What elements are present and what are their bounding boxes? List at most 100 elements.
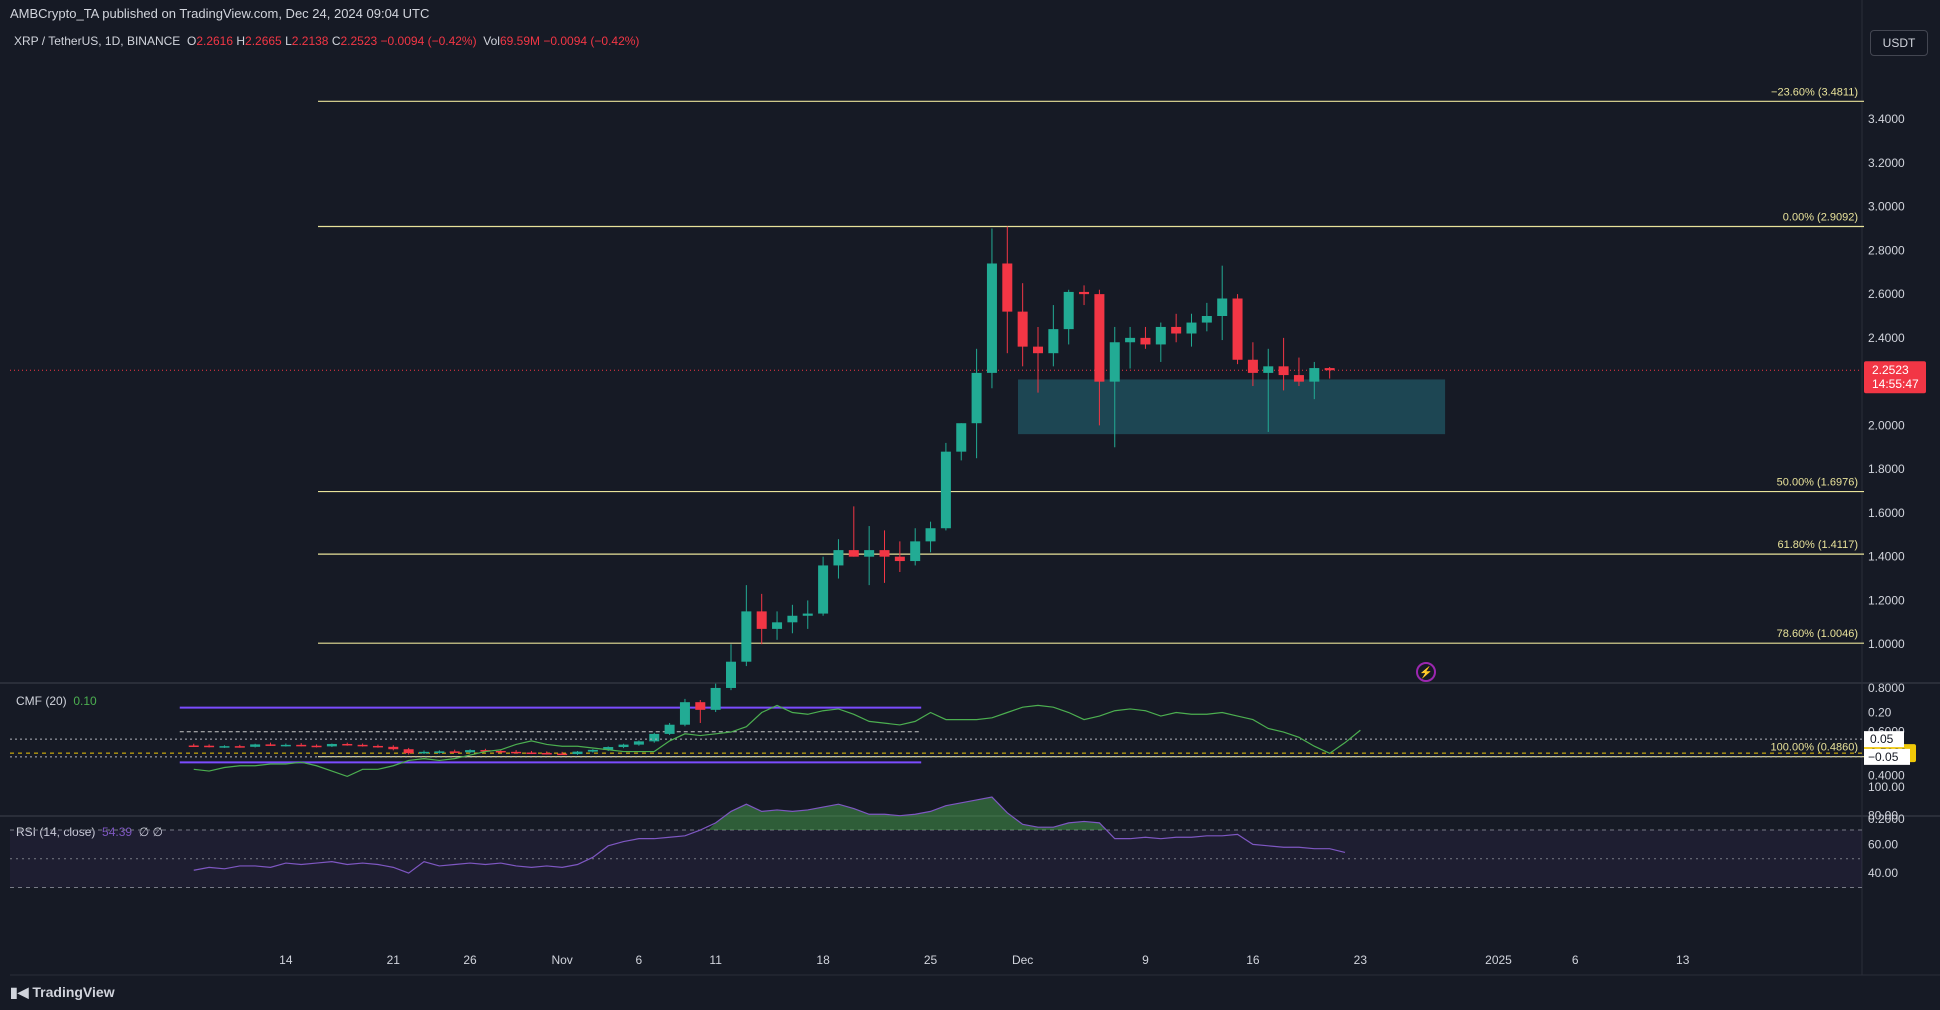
- candle-body: [772, 622, 783, 629]
- time-tick-label: 6: [636, 953, 643, 967]
- chart-panes: [0, 0, 1940, 976]
- cmf-value: 0.10: [73, 694, 97, 708]
- candle-body: [1094, 294, 1105, 382]
- candle-body: [1063, 291, 1074, 330]
- candle-body: [1155, 326, 1166, 345]
- indicators: [10, 704, 1862, 888]
- low-value: 2.2138: [291, 34, 329, 48]
- candle-body: [649, 733, 660, 742]
- price-tick-label: 3.0000: [1868, 200, 1905, 214]
- rsi-tick-label: 60.00: [1868, 837, 1898, 851]
- candle-body: [1324, 368, 1335, 371]
- volume-change: −0.0094 (−0.42%): [543, 34, 640, 48]
- high-label: H: [236, 34, 246, 48]
- candle-body: [204, 745, 215, 748]
- rsi-name: RSI (14, close): [16, 825, 96, 839]
- fib-level-label: −23.60% (3.4811): [1771, 86, 1858, 98]
- candle-body: [1186, 322, 1197, 334]
- fib-level-label: 100.00% (0.4860): [1771, 742, 1858, 754]
- candle-body: [1232, 298, 1243, 360]
- high-value: 2.2665: [245, 34, 282, 48]
- price-tick-label: 1.8000: [1868, 462, 1905, 476]
- fib-level-label: 50.00% (1.6976): [1777, 477, 1858, 489]
- price-tick-label: 3.2000: [1868, 156, 1905, 170]
- candle-body: [956, 423, 967, 452]
- candle-body: [910, 541, 921, 562]
- rsi-line: [193, 796, 1346, 874]
- lightning-icon: [1416, 662, 1436, 682]
- volume-label: Vol: [483, 34, 500, 48]
- candles: [188, 226, 1335, 756]
- fib-level-label: 61.80% (1.4117): [1777, 539, 1858, 551]
- axes: 3.40003.20003.00002.80002.60002.40002.20…: [279, 112, 1926, 967]
- candle-body: [572, 751, 583, 755]
- candle-body: [219, 746, 230, 748]
- candle-body: [587, 749, 598, 752]
- rsi-legend[interactable]: RSI (14, close) 54.39 ∅ ∅: [16, 825, 163, 839]
- symbol-name[interactable]: XRP / TetherUS, 1D, BINANCE: [14, 34, 181, 48]
- lightning-icon: ⚡: [1419, 666, 1433, 679]
- candle-body: [1201, 316, 1212, 323]
- candle-body: [1017, 311, 1028, 347]
- candle-body: [1079, 291, 1090, 295]
- price-tick-label: 1.4000: [1868, 550, 1905, 564]
- rsi-extra: ∅ ∅: [138, 825, 163, 839]
- candle-body: [894, 556, 905, 562]
- candle-body: [1293, 375, 1304, 382]
- candle-body: [695, 702, 706, 710]
- candle-body: [1033, 346, 1043, 354]
- candle-body: [603, 747, 614, 750]
- candle-body: [1171, 326, 1182, 334]
- current-price-label: 2.2523: [1872, 363, 1909, 377]
- candle-body: [1002, 263, 1013, 312]
- tradingview-logo: ▮◀ TradingView: [10, 984, 115, 1001]
- cmf-legend[interactable]: CMF (20) 0.10: [16, 694, 97, 708]
- currency-button[interactable]: USDT: [1870, 30, 1928, 56]
- candle-body: [848, 550, 859, 557]
- candle-body: [342, 743, 353, 746]
- cmf-level-tag: [1864, 748, 1910, 765]
- candle-body: [372, 745, 383, 748]
- price-change: −0.0094 (−0.42%): [380, 34, 477, 48]
- price-tick-label: 0.2000: [1868, 812, 1905, 826]
- candle-body: [495, 750, 506, 753]
- candle-body: [1309, 368, 1320, 382]
- time-tick-label: 11: [709, 953, 722, 967]
- candle-body: [419, 751, 429, 754]
- candle-body: [1263, 366, 1274, 373]
- candle-body: [526, 752, 537, 755]
- time-tick-label: 2025: [1485, 953, 1512, 967]
- time-tick-label: 21: [387, 953, 401, 967]
- candle-body: [311, 745, 322, 748]
- candle-body: [879, 550, 890, 557]
- candle-body: [1048, 329, 1059, 354]
- open-label: O: [186, 34, 197, 48]
- candle-body: [787, 615, 798, 623]
- candle-body: [388, 746, 399, 750]
- candle-body: [741, 611, 752, 662]
- cmf-level-tag: [1864, 731, 1904, 748]
- time-tick-label: Nov: [551, 953, 572, 967]
- price-tick-label: 2.8000: [1868, 243, 1905, 257]
- candle-body: [403, 749, 414, 754]
- candle-body: [756, 611, 767, 629]
- time-tick-label: 13: [1676, 953, 1690, 967]
- cmf-level-up-label: 0.05: [1870, 732, 1894, 746]
- cmf-level-down-label: −0.05: [1868, 750, 1899, 764]
- candle-body: [664, 724, 675, 734]
- candle-body: [1217, 298, 1228, 316]
- time-tick-label: 14: [279, 953, 293, 967]
- close-value: 2.2523: [340, 34, 378, 48]
- candle-body: [1278, 366, 1289, 376]
- candle-body: [541, 752, 552, 755]
- published-header: AMBCrypto_TA published on TradingView.co…: [10, 6, 430, 21]
- low-label: L: [285, 34, 292, 48]
- price-tick-label: 0.4000: [1868, 768, 1905, 782]
- tradingview-logo-icon: ▮◀: [10, 984, 29, 1000]
- price-tick-label: 2.0000: [1868, 418, 1905, 432]
- candle-body: [480, 750, 491, 752]
- brand-text: TradingView: [32, 984, 115, 1000]
- candle-body: [925, 528, 936, 542]
- cmf-name: CMF (20): [16, 694, 67, 708]
